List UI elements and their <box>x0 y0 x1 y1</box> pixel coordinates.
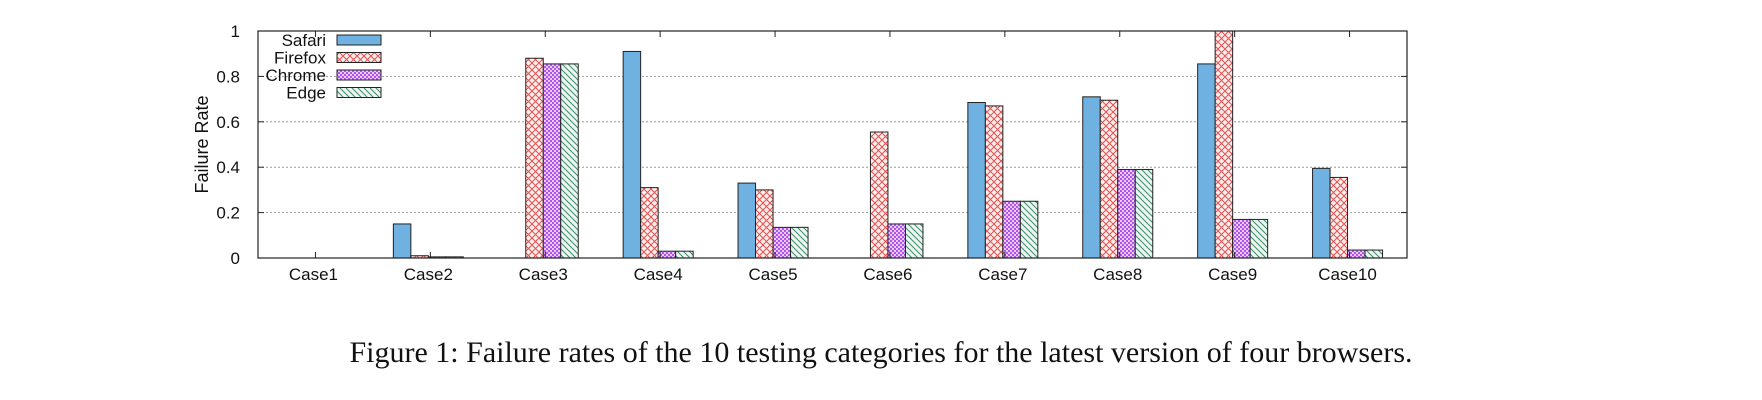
bar-chrome-case9 <box>1232 218 1251 259</box>
x-tick-label: Case6 <box>863 265 912 284</box>
bar-safari-case4 <box>622 50 642 259</box>
bar-safari-case9 <box>1197 63 1216 259</box>
bar-firefox-case7 <box>984 105 1004 259</box>
bar-edge-case5 <box>790 226 809 259</box>
y-axis-ticks: 0 0.2 0.4 0.6 0.8 1 <box>216 22 1407 268</box>
bar-safari-case2 <box>392 223 412 259</box>
y-tick-label: 0 <box>231 249 240 268</box>
legend-swatch-firefox <box>336 52 382 63</box>
bar-edge-case4 <box>675 250 694 259</box>
legend-label-chrome: Chrome <box>266 66 326 85</box>
legend-label-firefox: Firefox <box>274 49 326 68</box>
y-tick-label: 1 <box>231 22 240 41</box>
bar-safari-case8 <box>1082 96 1101 259</box>
x-tick-label: Case1 <box>289 265 338 284</box>
x-tick-label: Case4 <box>634 265 683 284</box>
bar-edge-case6 <box>904 223 924 259</box>
bar-safari-case7 <box>967 102 986 259</box>
x-tick-label: Case5 <box>748 265 797 284</box>
y-tick-label: 0.4 <box>216 158 240 177</box>
grid-lines <box>258 76 1407 214</box>
y-tick-label: 0.8 <box>216 67 240 86</box>
y-tick-label: 0.2 <box>216 204 240 223</box>
legend-label-edge: Edge <box>286 84 326 103</box>
legend-swatch-chrome <box>336 69 382 81</box>
x-tick-label: Case3 <box>519 265 568 284</box>
bar-firefox-case8 <box>1099 99 1119 259</box>
bar-firefox-case10 <box>1329 176 1349 259</box>
bar-edge-case7 <box>1019 200 1039 259</box>
bar-chrome-case3 <box>542 63 562 259</box>
x-axis-labels: Case1 Case2 Case3 Case4 Case5 Case6 Case7 Case8… <box>289 31 1377 284</box>
bar-firefox-case4 <box>640 187 659 259</box>
x-tick-label: Case10 <box>1318 265 1377 284</box>
x-tick-label: Case7 <box>978 265 1027 284</box>
bar-chrome-case4 <box>657 250 677 259</box>
bar-edge-case10 <box>1364 249 1384 259</box>
x-tick-label: Case9 <box>1208 265 1257 284</box>
bar-edge-case3 <box>560 63 579 259</box>
legend-swatch-safari <box>336 34 382 46</box>
bar-chrome-case5 <box>772 226 792 259</box>
bar-firefox-case9 <box>1214 30 1234 259</box>
legend-label-safari: Safari <box>282 31 326 50</box>
bar-safari-case10 <box>1312 167 1331 259</box>
bar-chrome-case7 <box>1002 200 1021 259</box>
y-tick-label: 0.6 <box>216 113 240 132</box>
bar-edge-case9 <box>1249 218 1269 259</box>
bar-firefox-case5 <box>755 189 774 259</box>
figure-caption: Figure 1: Failure rates of the 10 testin… <box>349 336 1413 369</box>
x-tick-label: Case2 <box>404 265 453 284</box>
bar-firefox-case6 <box>869 131 889 259</box>
bar-chrome-case8 <box>1117 168 1136 259</box>
bar-chrome-case6 <box>887 223 906 259</box>
bar-chrome-case10 <box>1347 249 1366 259</box>
x-tick-label: Case8 <box>1093 265 1142 284</box>
bars <box>392 30 1384 259</box>
bar-firefox-case3 <box>525 57 544 259</box>
legend-swatch-edge <box>336 87 382 98</box>
y-axis-title: Failure Rate <box>192 95 212 193</box>
bar-safari-case5 <box>737 182 757 259</box>
bar-edge-case8 <box>1134 168 1154 259</box>
plot-frame <box>257 30 1408 259</box>
